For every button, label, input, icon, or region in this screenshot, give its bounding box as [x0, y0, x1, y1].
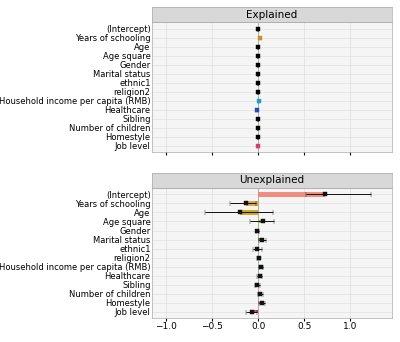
Bar — [258, 220, 263, 223]
Bar — [258, 302, 262, 304]
Bar — [258, 266, 261, 267]
Bar — [246, 201, 258, 206]
Text: Explained: Explained — [246, 10, 298, 19]
Bar — [258, 36, 260, 39]
Bar — [258, 238, 262, 241]
Bar — [257, 229, 258, 232]
Bar — [258, 293, 260, 295]
Bar — [257, 248, 258, 250]
Bar — [258, 275, 260, 277]
Text: Unexplained: Unexplained — [240, 175, 304, 185]
Bar — [257, 108, 258, 111]
Bar — [258, 192, 325, 197]
Bar — [257, 284, 258, 286]
Bar — [240, 210, 258, 215]
Bar — [258, 257, 259, 259]
Bar — [252, 311, 258, 313]
